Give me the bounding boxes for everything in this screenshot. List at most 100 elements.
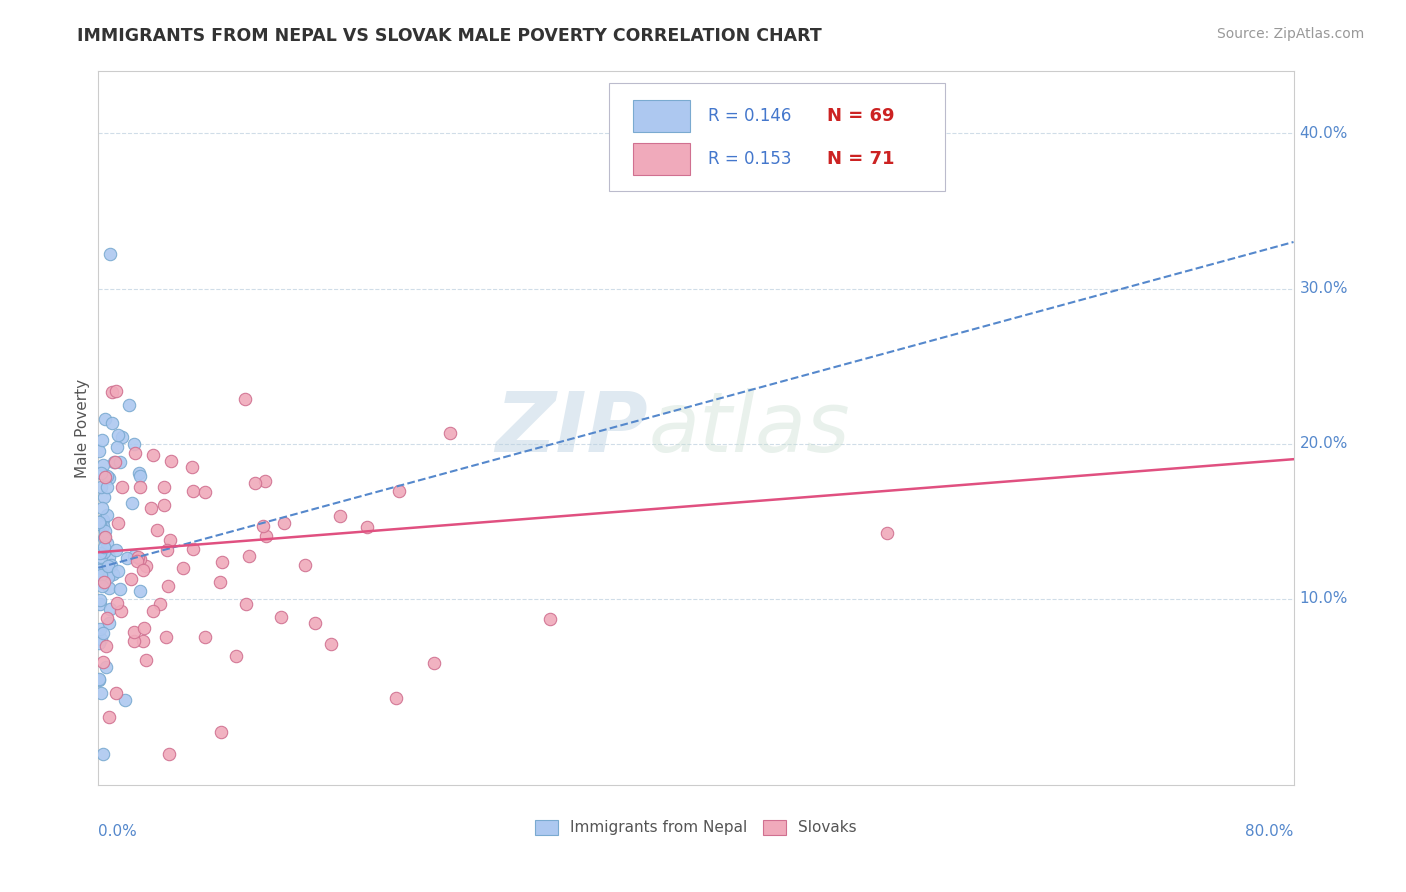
Point xyxy=(98,602,121,616)
Point xyxy=(110,480,132,494)
Point xyxy=(104,384,127,398)
FancyBboxPatch shape xyxy=(633,143,690,175)
FancyBboxPatch shape xyxy=(633,100,690,132)
Point xyxy=(172,560,194,574)
Point xyxy=(129,468,152,483)
Point xyxy=(98,615,121,630)
Point xyxy=(111,429,134,443)
Text: 0.0%: 0.0% xyxy=(98,824,138,839)
Point xyxy=(90,466,112,480)
Point xyxy=(91,579,114,593)
Point xyxy=(89,636,111,650)
Point xyxy=(120,572,142,586)
Point xyxy=(118,398,141,412)
Point xyxy=(107,564,129,578)
Point xyxy=(129,551,152,566)
Point xyxy=(135,558,157,573)
Point xyxy=(96,480,118,494)
Point xyxy=(91,519,114,533)
Point xyxy=(98,471,121,485)
Point xyxy=(96,508,118,522)
Point xyxy=(96,536,118,550)
Point xyxy=(211,555,233,569)
Point xyxy=(89,566,111,581)
Point xyxy=(153,499,176,513)
Text: R = 0.153: R = 0.153 xyxy=(709,150,792,168)
Point xyxy=(124,437,146,451)
Point xyxy=(157,747,180,761)
Point xyxy=(124,446,146,460)
Point xyxy=(157,578,180,592)
Point xyxy=(129,583,152,598)
Point xyxy=(89,517,111,532)
Text: N = 69: N = 69 xyxy=(827,107,896,125)
Point xyxy=(439,426,461,441)
Point xyxy=(96,639,118,653)
Point xyxy=(155,630,177,644)
Point xyxy=(89,561,111,575)
Point xyxy=(243,476,266,491)
Point xyxy=(122,625,145,640)
Point xyxy=(94,470,117,484)
Point xyxy=(89,516,111,530)
Point xyxy=(89,546,111,560)
Point xyxy=(105,596,128,610)
Point xyxy=(94,659,117,673)
Point xyxy=(89,597,111,611)
Point xyxy=(225,649,247,664)
Point xyxy=(101,566,124,581)
Point xyxy=(876,526,898,541)
Point xyxy=(115,550,138,565)
Point xyxy=(270,609,292,624)
Point xyxy=(159,533,181,547)
Point xyxy=(145,523,167,537)
Point xyxy=(181,484,204,499)
Point xyxy=(97,558,120,573)
Text: IMMIGRANTS FROM NEPAL VS SLOVAK MALE POVERTY CORRELATION CHART: IMMIGRANTS FROM NEPAL VS SLOVAK MALE POV… xyxy=(77,27,823,45)
Point xyxy=(89,563,111,577)
Text: R = 0.146: R = 0.146 xyxy=(709,107,792,125)
Point xyxy=(93,491,115,505)
Point xyxy=(91,434,114,448)
Text: ZIP: ZIP xyxy=(495,388,648,468)
Point xyxy=(91,500,114,515)
Point xyxy=(108,455,131,469)
Point xyxy=(254,529,277,543)
Point xyxy=(180,460,202,475)
Point xyxy=(93,545,115,559)
Point xyxy=(91,513,114,527)
Point xyxy=(122,634,145,648)
Text: 30.0%: 30.0% xyxy=(1299,281,1348,296)
Text: 10.0%: 10.0% xyxy=(1299,591,1348,607)
Point xyxy=(89,673,111,688)
Point xyxy=(90,549,112,564)
Point xyxy=(90,686,112,700)
Text: Source: ZipAtlas.com: Source: ZipAtlas.com xyxy=(1216,27,1364,41)
Point xyxy=(155,542,177,557)
Point xyxy=(127,549,149,564)
Point xyxy=(209,725,232,739)
Point xyxy=(91,458,114,473)
Point xyxy=(142,604,165,618)
Point xyxy=(233,392,256,406)
Point xyxy=(153,480,176,494)
Point xyxy=(98,581,121,595)
Point xyxy=(98,710,121,724)
Point xyxy=(101,384,124,399)
Point xyxy=(91,655,114,669)
Point xyxy=(253,475,276,489)
Point xyxy=(91,625,114,640)
Point xyxy=(238,549,260,564)
Point xyxy=(90,632,112,646)
Point xyxy=(235,597,257,611)
Point xyxy=(93,530,115,544)
Legend: Immigrants from Nepal, Slovaks: Immigrants from Nepal, Slovaks xyxy=(529,814,863,841)
Point xyxy=(135,653,157,667)
Point xyxy=(194,485,217,500)
Point xyxy=(114,693,136,707)
Point xyxy=(96,469,118,483)
Point xyxy=(208,574,231,589)
Point xyxy=(538,612,561,626)
Point xyxy=(132,563,155,577)
Point xyxy=(159,454,181,468)
